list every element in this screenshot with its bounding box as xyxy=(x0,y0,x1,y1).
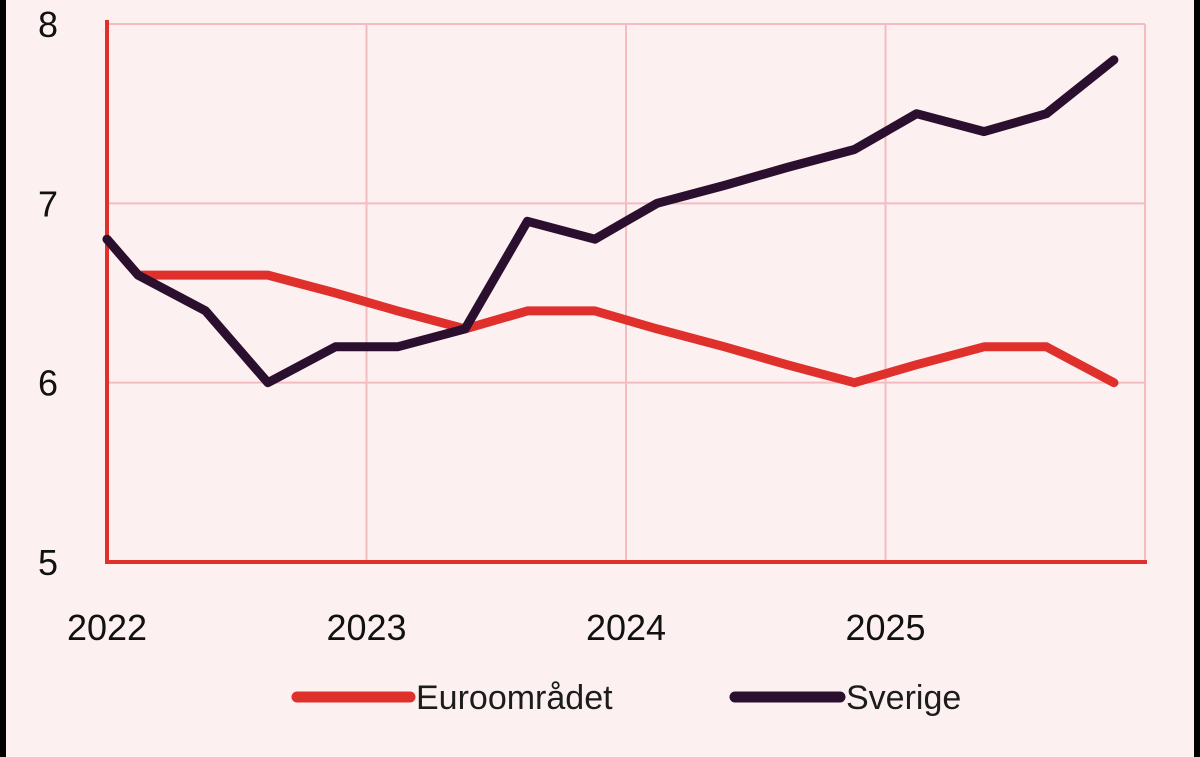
y-tick-label: 6 xyxy=(38,363,58,404)
grid xyxy=(107,23,1146,562)
x-tick-label: 2025 xyxy=(845,607,925,648)
x-tick-label: 2024 xyxy=(586,607,666,648)
x-axis-ticks: 2022 2023 2024 2025 xyxy=(67,607,926,648)
legend: Euroområdet Sverige xyxy=(291,679,961,717)
legend-label: Sverige xyxy=(846,679,961,717)
series-line-euroomradet xyxy=(102,234,1119,388)
y-tick-label: 7 xyxy=(38,183,58,224)
x-tick-label: 2023 xyxy=(326,607,406,648)
y-tick-label: 8 xyxy=(38,4,58,45)
series-lines xyxy=(102,55,1119,388)
y-axis-ticks: 5 6 7 8 xyxy=(38,4,58,583)
x-tick-label: 2022 xyxy=(67,607,147,648)
y-tick-label: 5 xyxy=(38,542,58,583)
legend-label: Euroområdet xyxy=(416,679,613,717)
series-line-sverige xyxy=(102,55,1119,388)
axes xyxy=(105,20,1147,564)
